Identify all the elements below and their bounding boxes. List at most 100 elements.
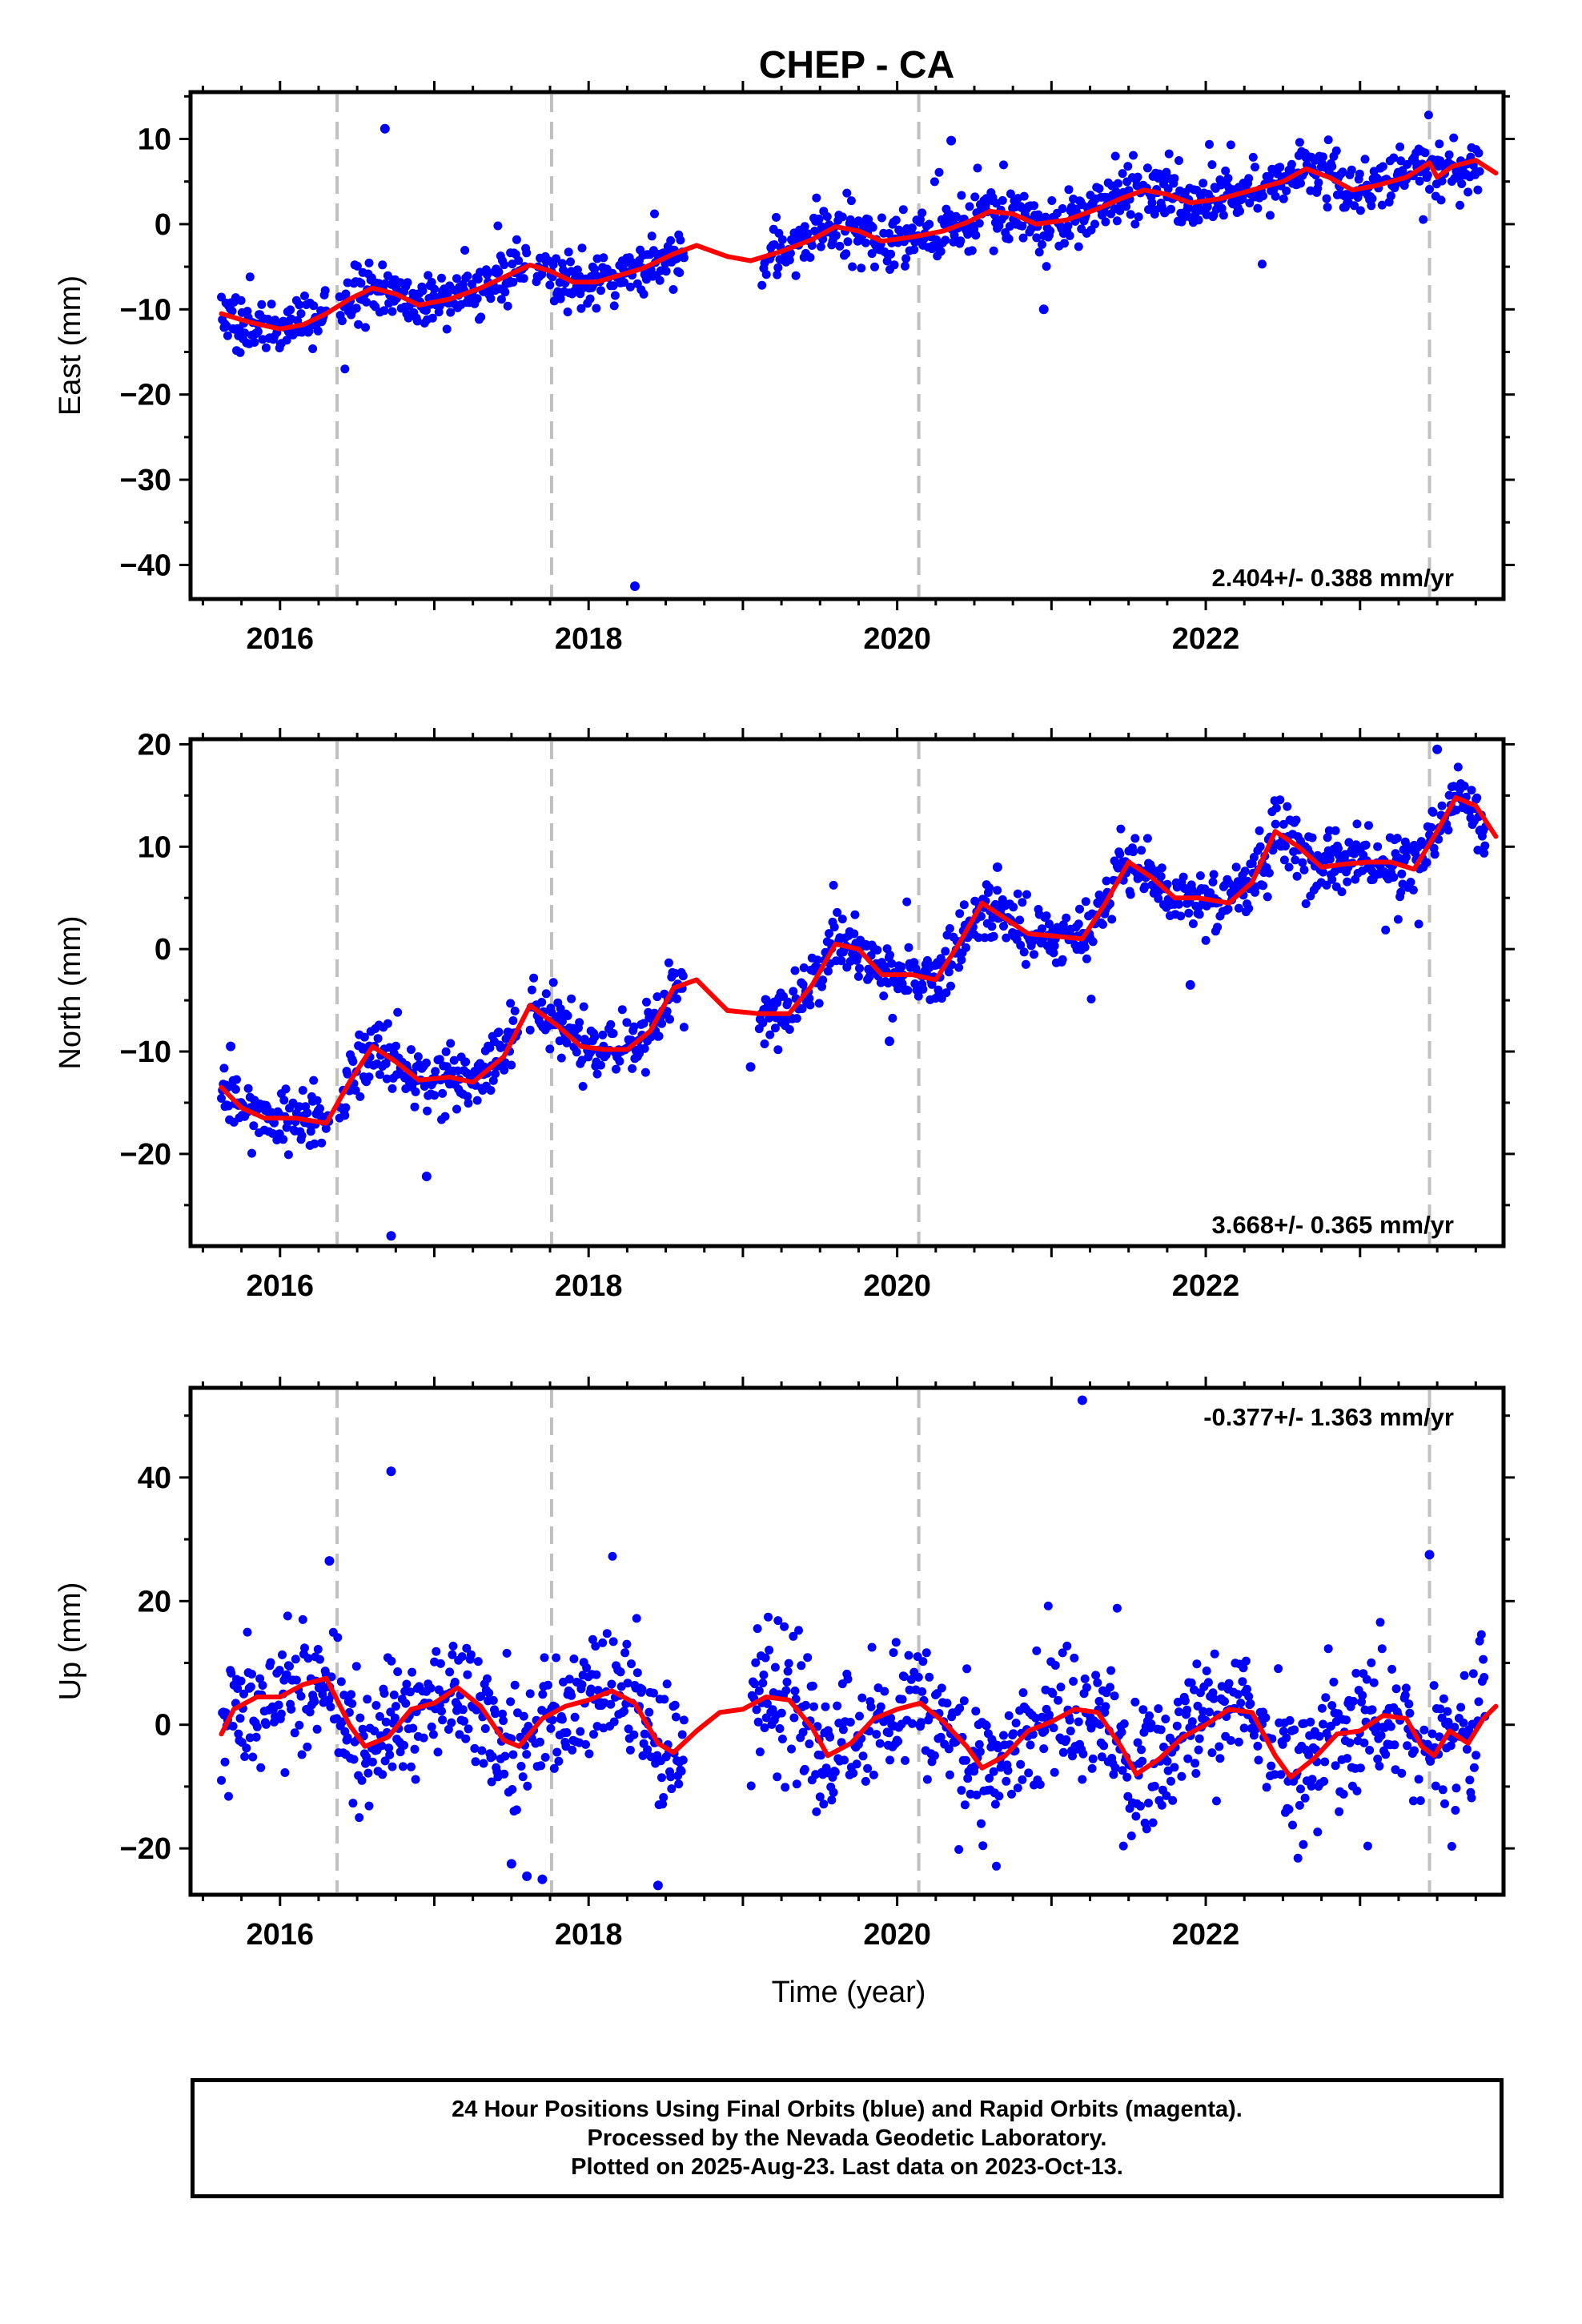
data-point — [863, 1763, 873, 1773]
data-point — [954, 1845, 964, 1854]
data-point — [341, 1103, 351, 1112]
data-point — [1034, 247, 1044, 257]
data-point — [852, 1759, 861, 1769]
data-point — [980, 933, 990, 943]
data-point — [1331, 146, 1341, 155]
data-point — [403, 278, 412, 287]
data-point — [508, 1785, 517, 1794]
data-point — [1325, 854, 1335, 864]
data-point — [850, 910, 860, 919]
data-point — [1428, 807, 1438, 817]
data-point — [1281, 842, 1290, 850]
data-point — [245, 272, 255, 282]
data-point — [904, 1651, 913, 1660]
data-point — [1182, 1705, 1192, 1715]
data-point — [962, 1755, 970, 1765]
data-point — [1264, 171, 1274, 181]
data-point — [1003, 1766, 1013, 1775]
data-point — [572, 1047, 581, 1057]
data-point — [1264, 868, 1274, 878]
data-point — [1002, 1776, 1011, 1786]
data-point — [907, 223, 917, 233]
data-point — [777, 1735, 787, 1743]
data-point — [1259, 881, 1268, 891]
outlier-point — [1432, 744, 1443, 754]
data-point — [599, 253, 608, 263]
y-tick-label: −40 — [120, 549, 171, 582]
data-point — [235, 348, 245, 357]
data-point — [1304, 1750, 1314, 1759]
data-point — [1157, 1800, 1166, 1810]
data-point — [1024, 1768, 1034, 1778]
data-point — [967, 246, 977, 255]
data-point — [387, 307, 397, 316]
data-point — [554, 1756, 564, 1766]
data-point — [228, 1722, 238, 1731]
data-point — [276, 1709, 286, 1719]
data-point — [1039, 1744, 1049, 1754]
data-point — [1170, 1763, 1179, 1772]
data-point — [1322, 880, 1331, 890]
data-point — [1319, 867, 1327, 877]
data-point — [1460, 782, 1469, 790]
data-point — [514, 255, 524, 265]
data-point — [1215, 1742, 1224, 1751]
data-point — [391, 1702, 400, 1711]
data-point — [361, 1759, 370, 1768]
data-point — [1298, 858, 1307, 867]
data-point — [660, 1695, 669, 1704]
data-point — [833, 907, 842, 917]
data-point — [596, 286, 605, 296]
data-point — [872, 1730, 881, 1739]
data-point — [1011, 1719, 1021, 1728]
data-point — [257, 300, 267, 309]
data-point — [336, 1677, 346, 1687]
outlier-point — [379, 123, 390, 134]
data-point — [1349, 1696, 1358, 1706]
data-point — [620, 1648, 630, 1658]
data-point — [312, 1096, 322, 1105]
data-point — [1112, 1603, 1122, 1613]
outlier-point — [421, 1172, 432, 1182]
data-point — [1472, 793, 1482, 802]
data-point — [1045, 919, 1054, 929]
plot-frame — [188, 1385, 1506, 1897]
data-point — [470, 1743, 480, 1753]
data-point — [773, 1772, 782, 1782]
data-point — [889, 260, 899, 270]
y-axis-label-east: East (mm) — [54, 275, 87, 416]
data-point — [875, 1739, 885, 1748]
data-point — [1043, 1601, 1053, 1610]
data-point — [296, 1691, 306, 1701]
data-point — [545, 1044, 555, 1054]
data-point — [1401, 852, 1411, 862]
data-point — [877, 213, 886, 223]
data-point — [1274, 1664, 1283, 1674]
data-point — [934, 167, 944, 177]
data-point — [1195, 1734, 1204, 1743]
data-point — [1291, 815, 1301, 825]
data-point — [1263, 892, 1272, 902]
data-point — [1323, 135, 1333, 145]
data-point — [829, 1787, 838, 1797]
data-point — [869, 1770, 878, 1779]
outlier-point — [226, 1041, 236, 1051]
data-point — [1359, 1738, 1369, 1747]
data-point — [248, 1752, 258, 1762]
data-point — [677, 1767, 686, 1776]
data-point — [1244, 903, 1254, 913]
data-point — [1410, 1746, 1419, 1755]
footer-line-3: Plotted on 2025-Aug-23. Last data on 202… — [571, 2154, 1123, 2180]
data-point — [970, 192, 980, 202]
data-point — [814, 214, 824, 223]
data-point — [460, 1716, 468, 1726]
data-point — [1126, 1831, 1136, 1840]
data-point — [982, 1721, 991, 1731]
data-point — [657, 1773, 666, 1783]
data-point — [648, 1688, 658, 1698]
data-point — [1110, 151, 1120, 161]
data-point — [1205, 139, 1214, 149]
data-point — [989, 931, 998, 941]
data-point — [1369, 1678, 1379, 1687]
data-point — [1098, 919, 1107, 929]
